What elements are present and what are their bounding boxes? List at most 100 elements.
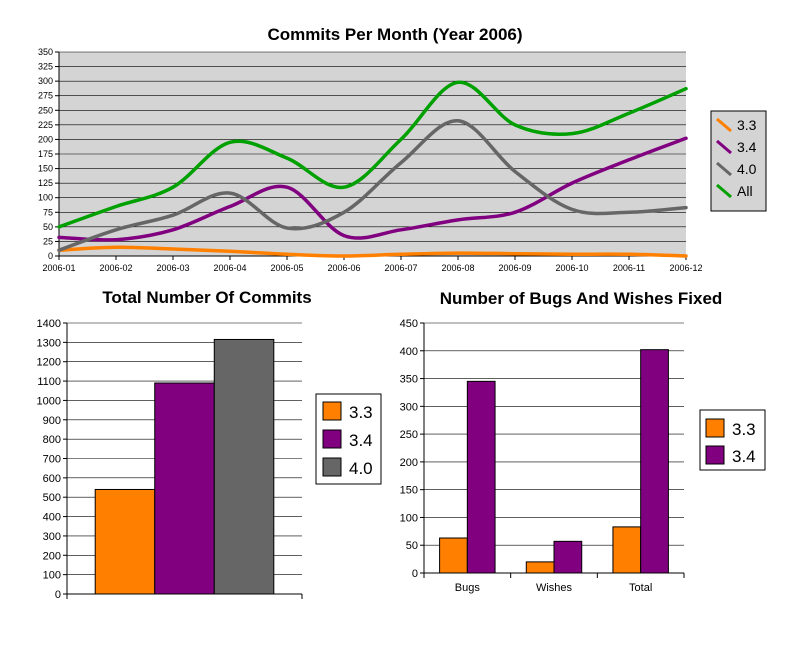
legend-entries: 3.3 3.4 4.0 [322, 401, 373, 478]
series-line-3.3 [57, 245, 688, 258]
axes: 0 50 100 150 200 250 300 350 400 450 Bugs Wishes Tot… [400, 318, 685, 594]
line-chart-commits-per-month: Commits Per Month (Year 2006) 0 25 50 75 100… [38, 25, 767, 273]
y-tick-label: 400 [43, 512, 61, 524]
legend-swatch [322, 429, 342, 449]
y-tick-label: 350 [400, 374, 418, 386]
y-tick-label: 0 [48, 251, 53, 261]
x-tick-label: 2006-07 [384, 263, 417, 273]
y-tick-label: 50 [43, 222, 53, 232]
y-tick-label: 325 [38, 62, 53, 72]
y-tick-label: 150 [400, 485, 418, 497]
axes: 0 100 200 300 400 500 600 700 800 900 1000 1100 1200… [37, 318, 303, 601]
legend-label: 4.0 [737, 161, 757, 177]
legend-swatch [322, 457, 342, 477]
legend-label: 3.3 [732, 420, 756, 439]
x-tick-label: 2006-12 [669, 263, 702, 273]
bars [439, 349, 669, 574]
bar-3.4-total [640, 349, 669, 574]
legend-label: 3.4 [732, 447, 756, 466]
bar-3.3-wishes [525, 561, 555, 574]
y-tick-label: 1100 [37, 376, 61, 388]
y-tick-label: 0 [412, 568, 418, 580]
bar-4.0 [213, 338, 275, 595]
bar-3.4 [154, 382, 215, 595]
y-tick-label: 75 [43, 207, 53, 217]
y-tick-label: 200 [400, 457, 418, 469]
legend-label: 3.4 [349, 431, 373, 450]
bar-chart-total-commits: Total Number Of Commits 0 100 200 300 400 500… [37, 288, 382, 601]
y-tick-label: 300 [43, 531, 61, 543]
y-tick-label: 1400 [37, 318, 61, 330]
bar-3.3-bugs [439, 537, 468, 574]
grid-lines [59, 51, 686, 257]
y-tick-label: 450 [400, 318, 418, 330]
legend-label: 3.3 [349, 403, 373, 422]
y-tick-label: 50 [406, 540, 418, 552]
y-tick-label: 100 [43, 570, 61, 582]
legend-swatch [716, 139, 732, 155]
x-tick-label: 2006-10 [555, 263, 588, 273]
y-tick-label: 100 [38, 193, 53, 203]
x-tick-label: Total [629, 582, 652, 594]
x-tick-label: 2006-08 [441, 263, 474, 273]
y-tick-label: 600 [43, 473, 61, 485]
x-tick-label: 2006-01 [42, 263, 75, 273]
y-tick-label: 400 [400, 346, 418, 358]
x-tick-label: Bugs [455, 582, 481, 594]
y-tick-label: 200 [43, 550, 61, 562]
y-tick-label: 700 [43, 454, 61, 466]
y-tick-label: 300 [400, 401, 418, 413]
y-tick-label: 125 [38, 178, 53, 188]
chart-title: Commits Per Month (Year 2006) [267, 25, 522, 44]
y-tick-label: 1300 [37, 337, 61, 349]
y-tick-label: 1200 [37, 357, 61, 369]
chart-title: Total Number Of Commits [102, 288, 311, 307]
bar-chart-bugs-wishes: Number of Bugs And Wishes Fixed 0 50 100 15… [400, 289, 766, 594]
x-tick-label: 2006-05 [270, 263, 303, 273]
y-tick-label: 800 [43, 434, 61, 446]
bar-3.4-bugs [466, 380, 496, 574]
x-tick-label: 2006-09 [498, 263, 531, 273]
y-tick-label: 250 [400, 429, 418, 441]
legend-entries: 3.3 3.4 4.0 All [716, 117, 757, 199]
legend-swatch [705, 445, 725, 465]
y-tick-label: 300 [38, 76, 53, 86]
chart-title: Number of Bugs And Wishes Fixed [440, 289, 723, 308]
legend-label: 4.0 [349, 459, 373, 478]
bars [94, 338, 275, 595]
y-tick-label: 900 [43, 415, 61, 427]
legend-label: 3.3 [737, 117, 757, 133]
series-line-3.4 [57, 136, 688, 242]
bar-3.3 [94, 488, 156, 595]
x-tick-label: 2006-11 [613, 263, 645, 273]
series-line-All [57, 80, 688, 229]
legend: 3.3 3.4 4.0 [315, 393, 382, 485]
legend-box [710, 110, 767, 212]
y-tick-label: 1000 [37, 395, 61, 407]
x-tick-label: Wishes [536, 582, 573, 594]
y-tick-label: 275 [38, 91, 53, 101]
x-tick-label: 2006-03 [156, 263, 189, 273]
legend-swatch [705, 418, 725, 438]
x-tick-label: 2006-04 [213, 263, 246, 273]
y-tick-label: 100 [400, 512, 418, 524]
x-tick-label: 2006-06 [327, 263, 360, 273]
y-tick-label: 350 [38, 47, 53, 57]
series-lines [57, 80, 688, 258]
legend-swatch [716, 117, 732, 133]
y-tick-label: 175 [38, 149, 53, 159]
y-tick-label: 25 [43, 236, 53, 246]
x-tick-label: 2006-02 [99, 263, 132, 273]
legend-label: All [737, 183, 753, 199]
y-tick-label: 500 [43, 492, 61, 504]
legend-swatch [322, 401, 342, 421]
y-tick-label: 200 [38, 134, 53, 144]
bar-3.4-wishes [553, 540, 583, 574]
y-tick-label: 225 [38, 120, 53, 130]
axes: 0 25 50 75 100 125 150 175 200 225 250 275 300 325 350… [38, 47, 703, 273]
legend-swatch [716, 161, 732, 177]
legend: 3.33.4 [699, 409, 766, 471]
legend: 3.3 3.4 4.0 All [710, 110, 767, 212]
y-tick-label: 0 [55, 589, 61, 601]
